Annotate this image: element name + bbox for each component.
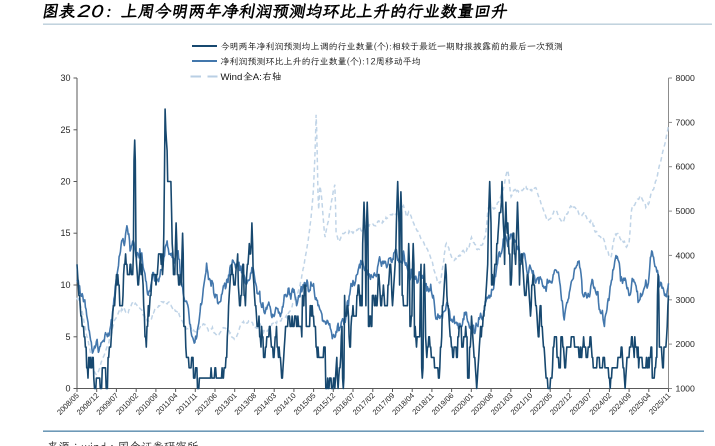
svg-text:2025/11: 2025/11 bbox=[647, 391, 672, 416]
svg-text:3000: 3000 bbox=[676, 295, 695, 305]
svg-text:4000: 4000 bbox=[676, 250, 695, 260]
svg-text:25: 25 bbox=[60, 125, 70, 135]
svg-text:2000: 2000 bbox=[676, 339, 695, 349]
svg-text:0: 0 bbox=[65, 384, 70, 394]
svg-text:6000: 6000 bbox=[676, 162, 695, 172]
svg-text:A:: A: bbox=[253, 72, 262, 83]
svg-text:5000: 5000 bbox=[676, 206, 695, 216]
svg-text:Wind: Wind bbox=[221, 72, 243, 83]
svg-text:2011/04: 2011/04 bbox=[154, 391, 179, 416]
svg-text:10: 10 bbox=[60, 280, 70, 290]
svg-text:8000: 8000 bbox=[676, 73, 695, 83]
svg-text:5: 5 bbox=[65, 332, 70, 342]
svg-text:30: 30 bbox=[60, 73, 70, 83]
svg-text:20: 20 bbox=[60, 177, 70, 187]
svg-text:1000: 1000 bbox=[676, 384, 695, 394]
svg-text:7000: 7000 bbox=[676, 117, 695, 127]
svg-text:15: 15 bbox=[60, 228, 70, 238]
